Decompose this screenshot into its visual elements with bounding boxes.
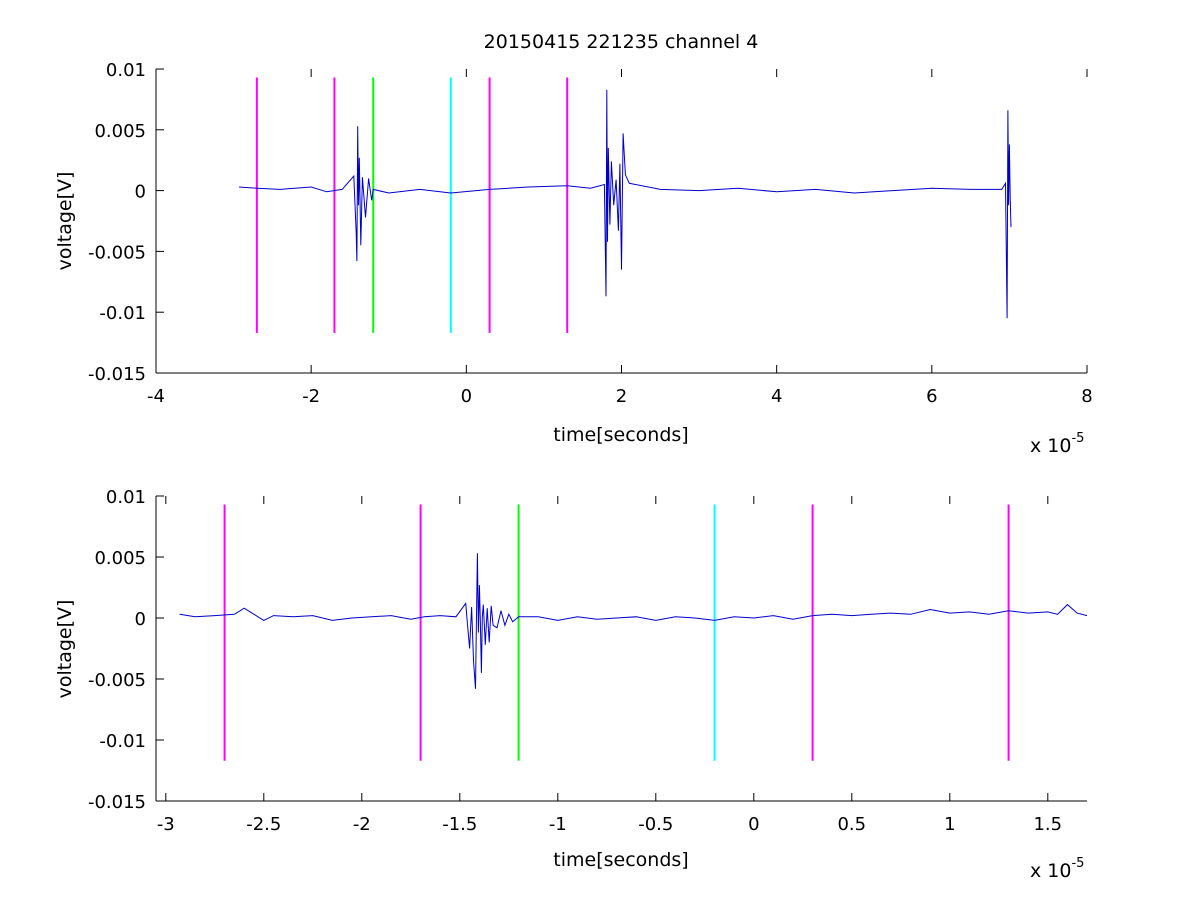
- top-y-tick-label: -0.015: [88, 364, 146, 385]
- top-x-multiplier-base: x 10: [1030, 435, 1071, 457]
- top-x-tick-label: 2: [616, 386, 627, 407]
- top-x-tick-label: 4: [771, 386, 782, 407]
- bottom-axes: -3 -2.5 -2 -1.5 -1 -0.5 0 0.5 1 1.5 0.01 0.005 0 -0.…: [54, 487, 1088, 882]
- bottom-x-tick-label: 0: [748, 814, 759, 835]
- chart-title: 20150415 221235 channel 4: [484, 31, 759, 53]
- bottom-x-tick-label: -1.5: [442, 814, 477, 835]
- bottom-y-tick-label: 0: [135, 609, 146, 630]
- top-marker-lines: [255, 77, 569, 333]
- top-y-tick-label: 0: [135, 182, 146, 203]
- top-x-tick-label: 8: [1081, 386, 1092, 407]
- bottom-signal-line: [179, 553, 1088, 689]
- bottom-x-tick-label: 1: [944, 814, 955, 835]
- bottom-x-axis-label: time[seconds]: [553, 849, 688, 871]
- bottom-signal-series: [179, 553, 1088, 689]
- bottom-x-multiplier-exp: -5: [1071, 856, 1084, 871]
- bottom-x-multiplier-base: x 10: [1030, 860, 1071, 882]
- bottom-x-tick-label: -3: [157, 814, 175, 835]
- top-signal-series: [238, 89, 1012, 319]
- top-x-multiplier-exp: -5: [1071, 431, 1084, 446]
- top-y-tick-label: 0.005: [94, 121, 146, 142]
- bottom-y-tick-label: -0.015: [88, 792, 146, 813]
- top-x-axis-label: time[seconds]: [553, 424, 688, 446]
- bottom-y-tick-label: 0.01: [106, 487, 146, 508]
- bottom-x-multiplier: x 10-5: [1030, 856, 1084, 882]
- bottom-x-tick-label: -2.5: [246, 814, 281, 835]
- bottom-y-tick-label: -0.005: [88, 670, 146, 691]
- bottom-y-tick-label: 0.005: [94, 548, 146, 569]
- bottom-x-tick-label: -2: [353, 814, 371, 835]
- top-axes: 20150415 221235 channel 4 -4 -2 0 2 4 6 8 0.01…: [54, 31, 1093, 457]
- bottom-x-tick-label: 0.5: [837, 814, 866, 835]
- top-y-tick-label: -0.01: [99, 303, 146, 324]
- top-x-ticks: -4 -2 0 2 4 6 8: [147, 69, 1093, 407]
- bottom-x-tick-label: -0.5: [638, 814, 673, 835]
- top-signal-line: [238, 89, 1012, 319]
- top-x-multiplier: x 10-5: [1030, 431, 1084, 457]
- top-y-tick-label: 0.01: [106, 60, 146, 81]
- bottom-y-ticks: 0.01 0.005 0 -0.005 -0.01 -0.015: [88, 487, 164, 813]
- bottom-x-tick-label: 1.5: [1033, 814, 1062, 835]
- top-x-tick-label: 6: [926, 386, 937, 407]
- top-y-ticks: 0.01 0.005 0 -0.005 -0.01 -0.015: [88, 60, 164, 385]
- top-y-axis-label: voltage[V]: [54, 172, 76, 271]
- top-x-tick-label: 0: [461, 386, 472, 407]
- top-y-tick-label: -0.005: [88, 242, 146, 263]
- top-x-tick-label: -4: [147, 386, 165, 407]
- bottom-y-tick-label: -0.01: [99, 731, 146, 752]
- bottom-y-axis-label: voltage[V]: [54, 600, 76, 699]
- bottom-marker-lines: [223, 504, 1010, 761]
- top-x-tick-label: -2: [302, 386, 320, 407]
- bottom-x-tick-label: -1: [549, 814, 567, 835]
- bottom-x-ticks: -3 -2.5 -2 -1.5 -1 -0.5 0 0.5 1 1.5: [157, 496, 1062, 835]
